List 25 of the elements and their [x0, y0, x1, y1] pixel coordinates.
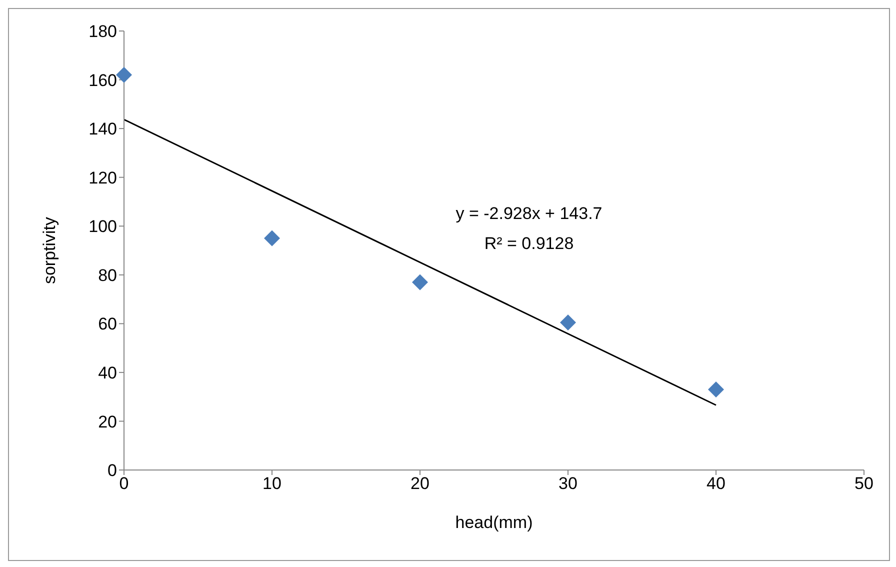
annotation: R² = 0.9128 [483, 234, 575, 254]
y-tick-label: 140 [88, 120, 117, 139]
y-tick-label: 40 [98, 363, 117, 382]
annotation: y = -2.928x + 143.7 [454, 204, 604, 224]
point [560, 314, 576, 330]
x-tick-label: 0 [119, 474, 129, 494]
y-tick-label: 180 [88, 22, 117, 42]
y-tick-label: 0 [108, 461, 117, 480]
x-tick-label: 40 [706, 474, 726, 494]
point [412, 274, 428, 290]
x-axis-title: head(mm) [455, 513, 533, 532]
y-tick-label: 20 [98, 412, 117, 432]
x-tick-label: 50 [854, 474, 874, 494]
point [116, 66, 132, 83]
y-axis-title: sorptivity [40, 216, 60, 284]
y-tick-label: 60 [98, 314, 117, 334]
point [264, 230, 280, 246]
x-tick-label: 30 [558, 474, 578, 494]
y-tick-label: 100 [88, 217, 117, 236]
x-tick-label: 10 [262, 474, 282, 494]
y-tick-label: 120 [88, 168, 117, 188]
y-tick-label: 80 [98, 266, 117, 285]
point [708, 382, 724, 398]
y-tick-label: 160 [88, 70, 117, 90]
x-tick-label: 20 [410, 474, 430, 494]
